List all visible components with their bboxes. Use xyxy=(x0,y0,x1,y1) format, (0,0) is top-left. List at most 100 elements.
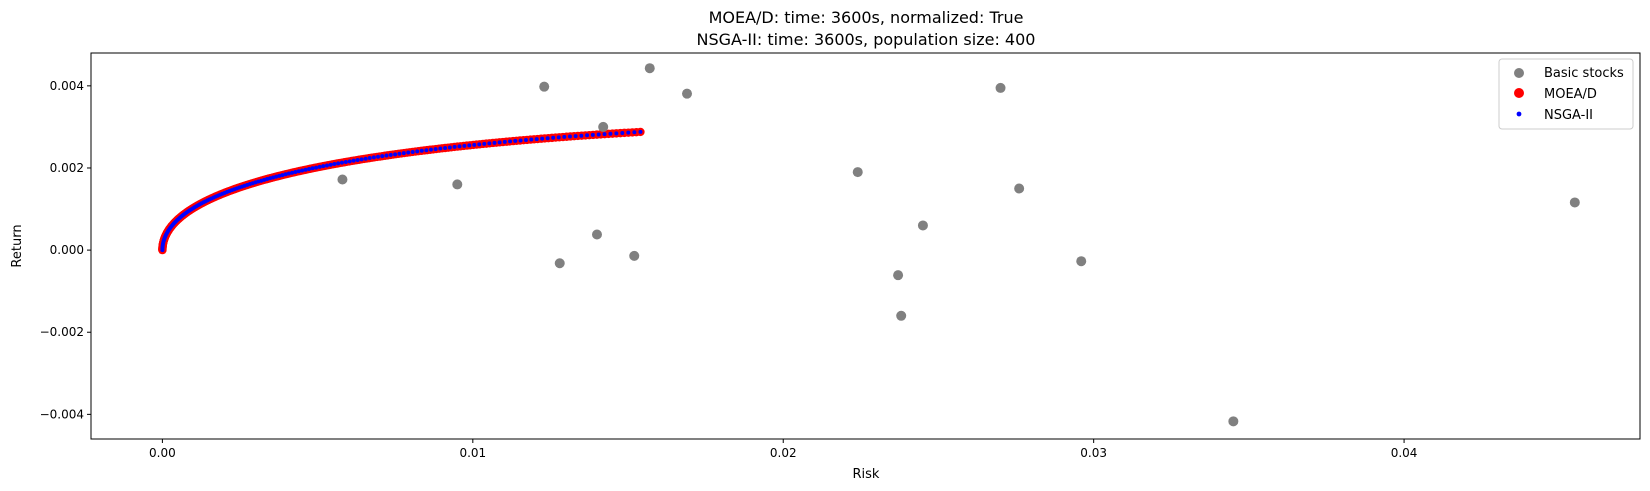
nsga2-point xyxy=(492,140,497,145)
nsga2-point xyxy=(271,175,276,180)
nsga2-point xyxy=(336,161,341,166)
nsga2-point xyxy=(596,132,601,137)
nsga2-point xyxy=(410,149,415,154)
x-tick-label: 0.03 xyxy=(1080,446,1107,460)
basic-stock-point xyxy=(554,258,565,269)
nsga2-point xyxy=(290,170,295,175)
nsga2-point xyxy=(274,174,279,179)
legend-marker-nsga2 xyxy=(1516,111,1522,117)
y-tick-label: −0.004 xyxy=(40,407,84,421)
nsga2-point xyxy=(472,142,477,147)
nsga2-point xyxy=(638,129,643,134)
data-points xyxy=(158,63,1580,427)
x-axis-label: Risk xyxy=(853,467,880,482)
nsga2-point xyxy=(529,137,534,142)
y-tick-label: 0.000 xyxy=(50,243,84,257)
nsga2-point xyxy=(573,134,578,139)
legend-marker-basic-stocks xyxy=(1514,68,1524,78)
nsga2-point xyxy=(567,134,572,139)
y-tick-label: −0.002 xyxy=(40,325,84,339)
basic-stock-point xyxy=(1569,197,1580,208)
nsga2-point xyxy=(376,154,381,159)
nsga2-point xyxy=(585,133,590,138)
nsga2-point xyxy=(393,152,398,157)
nsga2-point xyxy=(428,147,433,152)
nsga2-point xyxy=(280,173,285,178)
basic-stock-point xyxy=(682,88,693,99)
x-tick-label: 0.00 xyxy=(149,446,176,460)
basic-stock-point xyxy=(1076,256,1087,267)
plot-area-frame xyxy=(90,52,1641,440)
nsga2-point xyxy=(513,138,518,143)
basic-stock-point xyxy=(893,270,904,281)
nsga2-point xyxy=(371,155,376,160)
nsga2-point xyxy=(562,134,567,139)
title-line-2: NSGA-II: time: 3600s, population size: 4… xyxy=(697,30,1036,49)
nsga2-point xyxy=(300,168,305,173)
basic-stock-point xyxy=(995,82,1006,93)
basic-stock-point xyxy=(452,179,463,190)
nsga2-point xyxy=(462,143,467,148)
x-axis: 0.00 0.01 0.02 0.03 0.04 xyxy=(149,439,1417,460)
nsga2-point xyxy=(626,130,631,135)
nsga2-point xyxy=(310,166,315,171)
nsga2-point xyxy=(579,133,584,138)
nsga2-point xyxy=(523,137,528,142)
nsga2-point xyxy=(540,136,545,141)
nsga2-point xyxy=(467,143,472,148)
nsga2-point xyxy=(415,149,420,154)
nsga2-point xyxy=(303,167,308,172)
nsga2-point xyxy=(556,135,561,140)
basic-stock-point xyxy=(1228,416,1239,427)
nsga2-point xyxy=(447,145,452,150)
nsga2-point xyxy=(406,150,411,155)
legend-frame xyxy=(1498,58,1634,130)
nsga2-point xyxy=(277,173,282,178)
nsga2-point xyxy=(551,135,556,140)
nsga2-point xyxy=(355,158,360,163)
nsga2-point xyxy=(332,162,337,167)
legend: Basic stocks MOEA/D NSGA-II xyxy=(1498,58,1634,130)
nsga2-point xyxy=(545,136,550,141)
nsga2-point xyxy=(424,148,429,153)
nsga2-point xyxy=(401,151,406,156)
legend-label-moead: MOEA/D xyxy=(1544,87,1597,102)
basic-stock-point xyxy=(591,229,602,240)
nsga2-point xyxy=(293,170,298,175)
nsga2-point xyxy=(307,167,312,172)
nsga2-point xyxy=(614,131,619,136)
legend-label-basic-stocks: Basic stocks xyxy=(1544,66,1624,81)
title-line-1: MOEA/D: time: 3600s, normalized: True xyxy=(709,8,1024,27)
basic-stock-point xyxy=(539,81,550,92)
nsga2-point xyxy=(502,139,507,144)
nsga2-point xyxy=(359,157,364,162)
nsga2-point xyxy=(286,171,291,176)
y-axis: −0.004 −0.002 0.000 0.002 0.004 xyxy=(40,79,91,421)
basic-stock-point xyxy=(896,310,907,321)
nsga2-point xyxy=(321,164,326,169)
x-tick-label: 0.01 xyxy=(459,446,486,460)
nsga2-point xyxy=(314,165,319,170)
nsga2-point xyxy=(632,130,637,135)
nsga2-point xyxy=(339,160,344,165)
nsga2-point xyxy=(518,138,523,143)
nsga2-point xyxy=(608,131,613,136)
basic-stock-point xyxy=(598,121,609,132)
nsga2-point xyxy=(351,158,356,163)
basic-stock-point xyxy=(337,174,348,185)
basic-stock-point xyxy=(917,220,928,231)
nsga2-point xyxy=(380,154,385,159)
nsga2-point xyxy=(482,141,487,146)
nsga2-point xyxy=(388,152,393,157)
basic-stock-point xyxy=(629,250,640,261)
nsga2-point xyxy=(620,131,625,136)
nsga2-point xyxy=(452,144,457,149)
nsga2-point xyxy=(457,144,462,149)
nsga2-point xyxy=(317,164,322,169)
nsga2-point xyxy=(497,140,502,145)
nsga2-point xyxy=(487,141,492,146)
nsga2-point xyxy=(397,151,402,156)
nsga2-point xyxy=(534,137,539,142)
nsga2-point xyxy=(419,148,424,153)
